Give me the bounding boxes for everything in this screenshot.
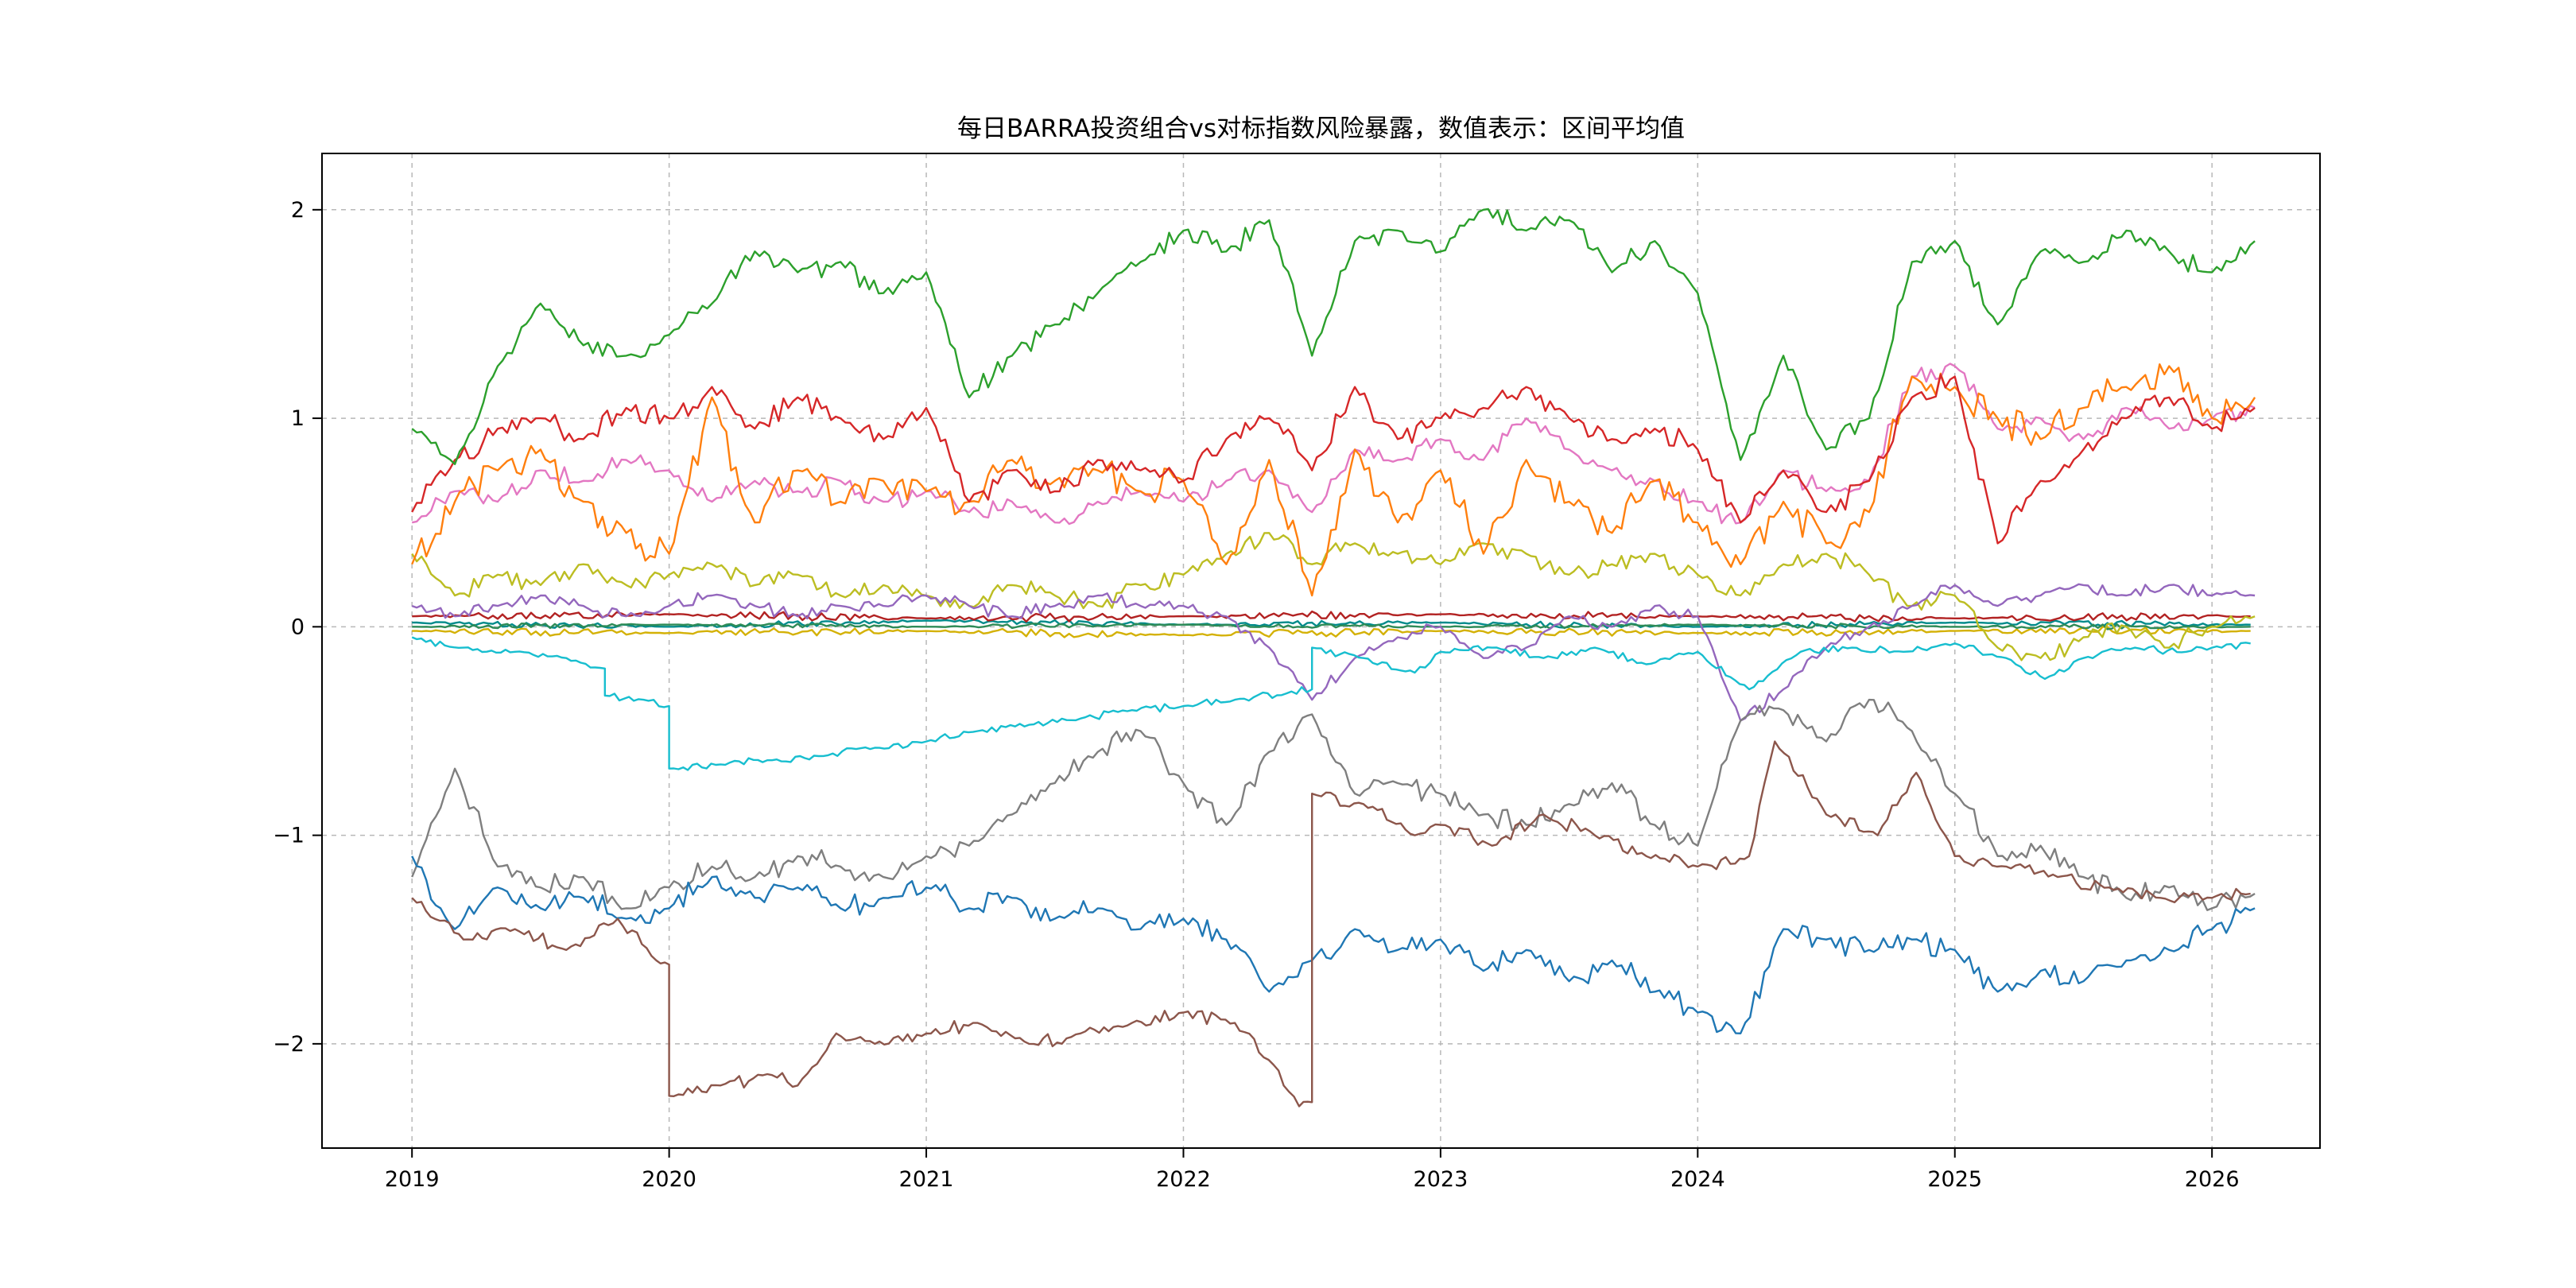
- series-gold-flat: [412, 626, 2251, 638]
- x-tick-label: 2021: [899, 1167, 954, 1192]
- x-tick-label: 2025: [1927, 1167, 1982, 1192]
- y-tick-label: 0: [291, 615, 305, 639]
- plot-border: [321, 153, 2321, 1149]
- series-orange: [411, 363, 2256, 597]
- x-tick-label: 2022: [1156, 1167, 1211, 1192]
- tick-marks: [312, 208, 2213, 1158]
- y-tick-label: 2: [291, 198, 305, 223]
- series-brown: [411, 740, 2251, 1108]
- x-tick-label: 2020: [642, 1167, 696, 1192]
- series-blue: [411, 855, 2256, 1034]
- x-tick-label: 2019: [385, 1167, 440, 1192]
- y-tick-label: −2: [273, 1032, 305, 1057]
- x-tick-label: 2024: [1670, 1167, 1725, 1192]
- series-gray: [411, 698, 2256, 911]
- tick-labels: 2019 2020 2021 2022 2023 2024 2025 2026 −2 −1 0 1 2: [273, 198, 2239, 1192]
- series-darkred-flat: [412, 610, 2251, 623]
- series-green: [411, 208, 2256, 465]
- chart-title: 每日BARRA投资组合vs对标指数风险暴露，数值表示：区间平均值: [957, 114, 1685, 143]
- series-cyan: [411, 636, 2251, 771]
- y-tick-label: 1: [291, 406, 305, 431]
- x-tick-label: 2026: [2185, 1167, 2240, 1192]
- y-tick-label: −1: [273, 824, 305, 848]
- series-seagreen-flat: [412, 623, 2251, 630]
- series-olive: [411, 532, 2256, 661]
- series-red: [411, 374, 2256, 545]
- grid: [322, 153, 2320, 1148]
- series-purple: [411, 583, 2256, 722]
- series-pink: [411, 363, 2256, 526]
- x-tick-label: 2023: [1414, 1167, 1468, 1192]
